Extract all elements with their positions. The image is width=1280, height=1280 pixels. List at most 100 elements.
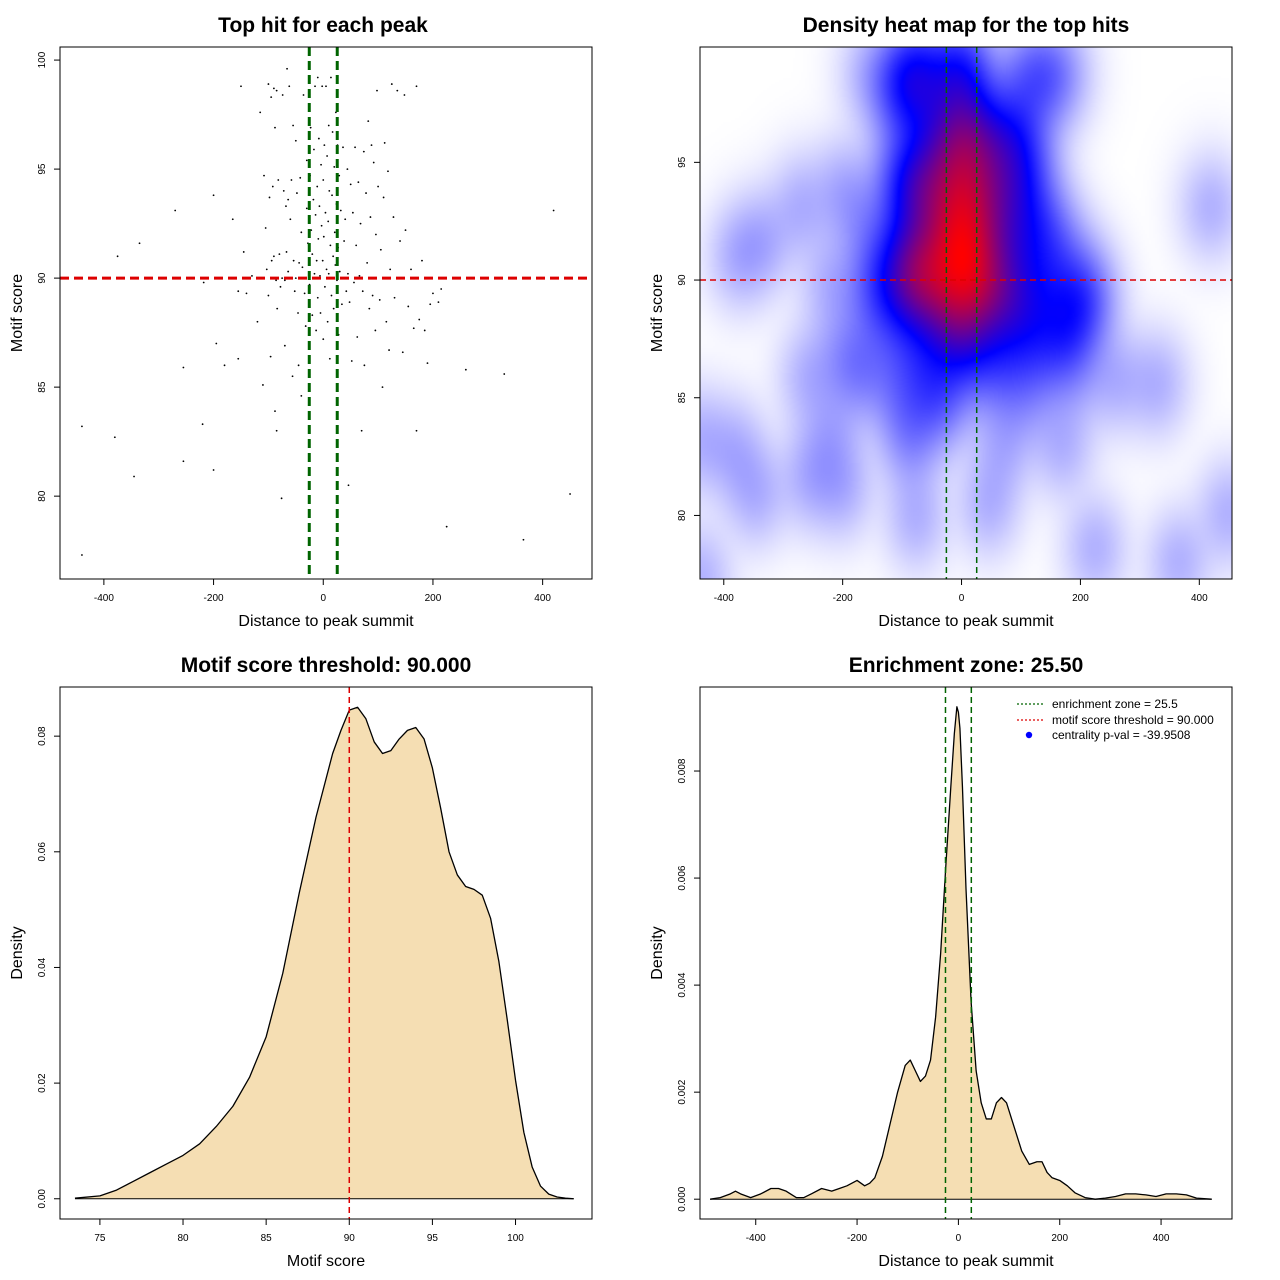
- heatmap-plot-frame: [699, 46, 1233, 580]
- distance-density-curve: [710, 706, 1212, 1200]
- scatter-point: [319, 275, 321, 277]
- scatter-point: [324, 211, 327, 214]
- scatter-point: [343, 240, 345, 242]
- scatter-point: [202, 281, 205, 284]
- scatter-point: [297, 364, 300, 367]
- score-density-x-ticks: 75 80 85 90 95 100: [94, 1219, 524, 1244]
- score-density-curve: [74, 706, 574, 1200]
- scatter-point: [421, 259, 423, 262]
- scatter-plot-frame: [59, 46, 593, 580]
- x-tick-label: 95: [427, 1233, 439, 1244]
- scatter-point: [274, 410, 276, 413]
- scatter-point: [237, 290, 240, 293]
- scatter-point: [116, 255, 119, 258]
- scatter-y-ticks: 80 85 90 95 100: [37, 51, 60, 502]
- heatmap-threshold-lines: [700, 47, 1232, 579]
- scatter-point: [301, 266, 304, 269]
- scatter-point: [275, 429, 278, 432]
- scatter-point: [348, 301, 351, 303]
- scatter-point: [272, 87, 275, 90]
- scatter-point: [299, 176, 302, 179]
- scatter-point: [377, 185, 380, 188]
- scatter-x-label: Distance to peak summit: [238, 613, 414, 630]
- scatter-point: [275, 89, 278, 92]
- scatter-point: [407, 305, 410, 308]
- scatter-point: [321, 259, 324, 262]
- x-tick-label: 100: [507, 1233, 524, 1244]
- scatter-point: [372, 161, 375, 164]
- scatter-point: [315, 329, 318, 332]
- scatter-point: [368, 307, 371, 310]
- scatter-point: [267, 83, 270, 85]
- distance-density-panel: Enrichment zone: 25.50 Distance to peak …: [649, 654, 1233, 1270]
- scatter-point: [437, 301, 440, 303]
- scatter-point: [325, 85, 327, 88]
- scatter-point: [388, 349, 390, 351]
- scatter-y-label: Motif score: [9, 274, 26, 352]
- x-tick-label: 75: [94, 1233, 106, 1244]
- scatter-point: [385, 320, 388, 323]
- scatter-point: [569, 493, 571, 495]
- scatter-point: [283, 279, 286, 282]
- scatter-point: [317, 137, 320, 140]
- scatter-point: [270, 259, 273, 262]
- scatter-point: [313, 272, 316, 275]
- score-density-y-ticks: 0.00 0.02 0.04 0.06 0.08: [37, 726, 60, 1209]
- scatter-point: [267, 294, 270, 297]
- score-density-plot-frame: [59, 686, 593, 1220]
- scatter-point: [305, 207, 308, 210]
- scatter-point: [360, 429, 363, 432]
- scatter-point: [316, 296, 319, 299]
- scatter-point: [389, 268, 392, 271]
- y-tick-label: 85: [677, 392, 688, 404]
- scatter-point: [264, 227, 267, 229]
- scatter-point: [379, 248, 382, 251]
- distance-density-plot-frame: [699, 686, 1233, 1220]
- scatter-point: [245, 292, 248, 295]
- score-density-x-label: Motif score: [287, 1253, 365, 1270]
- scatter-point: [281, 94, 284, 96]
- y-tick-label: 0.004: [677, 972, 688, 997]
- scatter-point: [381, 386, 384, 389]
- scatter-point: [356, 336, 359, 338]
- scatter-point: [290, 179, 293, 181]
- scatter-point: [359, 222, 362, 225]
- scatter-point: [429, 303, 432, 306]
- scatter-point: [315, 259, 318, 262]
- scatter-point: [311, 253, 314, 256]
- scatter-point: [366, 261, 369, 264]
- scatter-point: [392, 216, 395, 218]
- y-tick-label: 80: [37, 490, 48, 502]
- scatter-point: [464, 368, 467, 371]
- scatter-point: [418, 318, 421, 321]
- scatter-point: [331, 131, 334, 133]
- x-tick-label: 80: [177, 1233, 189, 1244]
- scatter-point: [316, 76, 319, 79]
- scatter-point: [294, 277, 297, 280]
- heatmap-y-label: Motif score: [649, 274, 666, 352]
- scatter-point: [375, 233, 377, 236]
- scatter-point: [289, 218, 292, 221]
- scatter-point: [445, 525, 448, 528]
- scatter-point: [259, 111, 262, 114]
- scatter-point: [367, 120, 370, 123]
- scatter-point: [231, 218, 234, 221]
- scatter-point: [324, 285, 326, 288]
- y-tick-label: 0.000: [677, 1186, 688, 1211]
- x-tick-label: 400: [1153, 1233, 1170, 1244]
- scatter-point: [382, 196, 385, 199]
- x-tick-label: 90: [344, 1233, 356, 1244]
- scatter-threshold-lines: [60, 47, 592, 579]
- scatter-point: [138, 242, 141, 245]
- scatter-point: [358, 275, 361, 277]
- y-tick-label: 0.002: [677, 1079, 688, 1104]
- y-tick-label: 90: [677, 274, 688, 286]
- scatter-point: [296, 192, 298, 194]
- density-line: [74, 706, 574, 1200]
- scatter-point: [403, 94, 406, 96]
- scatter-point: [415, 85, 418, 88]
- scatter-point: [133, 475, 135, 478]
- y-tick-label: 0.00: [37, 1189, 48, 1209]
- scatter-panel: Top hit for each peak Distance to peak s…: [9, 14, 593, 630]
- scatter-point: [215, 342, 218, 345]
